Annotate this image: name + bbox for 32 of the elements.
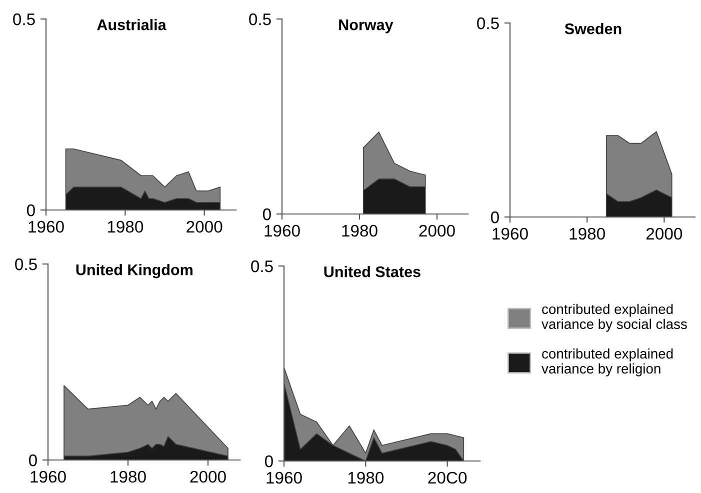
x-tick-label: 20C0 xyxy=(428,472,467,484)
x-tick-label: 1980 xyxy=(348,472,384,484)
y-tick-label: 0.5 xyxy=(251,260,273,272)
y-tick-label: 0 xyxy=(490,211,499,224)
x-tick-label: 1960 xyxy=(28,220,64,233)
x-tick-label: 1960 xyxy=(492,228,528,240)
chart-title: Austrialia xyxy=(97,19,166,30)
y-tick-label: 0.5 xyxy=(15,258,37,270)
x-tick-label: 1980 xyxy=(108,220,144,233)
y-tick-label: 0 xyxy=(28,454,37,466)
x-tick-label: 2000 xyxy=(190,470,226,483)
chart-title: United States xyxy=(324,266,420,278)
y-tick-label: 0 xyxy=(26,204,35,216)
x-tick-label: 2000 xyxy=(419,224,455,237)
x-tick-label: 2000 xyxy=(186,220,222,233)
x-tick-label: 1980 xyxy=(110,470,146,483)
y-tick-label: 0.5 xyxy=(13,13,35,26)
x-tick-label: 1980 xyxy=(342,224,378,237)
x-tick-label: 1960 xyxy=(266,472,302,484)
chart-title: United Kingdom xyxy=(76,264,192,278)
x-tick-label: 1960 xyxy=(264,224,300,237)
y-tick-label: 0.5 xyxy=(477,17,499,30)
y-tick-label: 0.5 xyxy=(249,13,271,26)
x-tick-label: 1960 xyxy=(30,470,66,483)
y-tick-label: 0 xyxy=(262,208,271,220)
x-tick-label: 2000 xyxy=(646,228,682,240)
chart-title: Norway xyxy=(339,20,394,34)
chart-title: Sweden xyxy=(564,23,622,34)
y-tick-label: 0 xyxy=(264,455,273,468)
x-tick-label: 1980 xyxy=(570,228,605,240)
legend-label: contributed explained variance by social class xyxy=(542,304,687,332)
legend-label: contributed explained variance by religion xyxy=(542,348,673,376)
